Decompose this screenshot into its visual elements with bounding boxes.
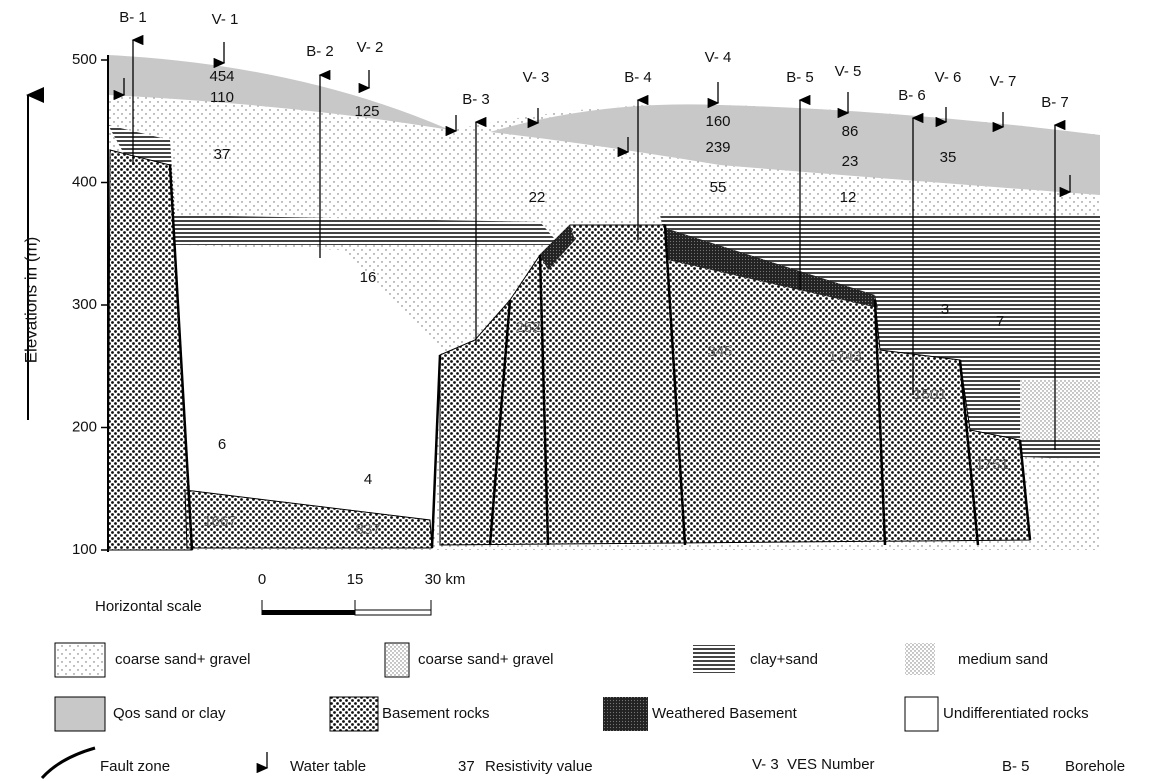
legend-label: Weathered Basement bbox=[652, 705, 798, 722]
resistivity: 1667 bbox=[203, 513, 236, 530]
legend-label: coarse sand+ gravel bbox=[115, 651, 251, 668]
scale-mark: 0 bbox=[258, 571, 266, 588]
scale-title: Horizontal scale bbox=[95, 598, 202, 615]
legend-label: Borehole bbox=[1065, 758, 1125, 775]
scale-mark: 15 bbox=[347, 571, 364, 588]
resistivity: 7 bbox=[996, 313, 1004, 330]
axis-label: Elevations in (m) bbox=[21, 237, 40, 364]
legend-label: Water table bbox=[290, 758, 366, 775]
borehole-label: B- 7 bbox=[1041, 94, 1069, 111]
resistivity: 837 bbox=[355, 521, 380, 538]
scale-bar: Horizontal scale 0 15 30 km bbox=[95, 571, 465, 615]
ves-label: V- 2 bbox=[357, 39, 384, 56]
resistivity: 12 bbox=[840, 189, 857, 206]
borehole-label: B- 2 bbox=[306, 43, 334, 60]
ves-label: V- 5 bbox=[835, 63, 862, 80]
ves-label: V- 1 bbox=[212, 11, 239, 28]
resistivity: 4 bbox=[364, 471, 372, 488]
resistivity: 239 bbox=[705, 139, 730, 156]
legend-label: Resistivity value bbox=[485, 758, 593, 775]
legend-label: coarse sand+ gravel bbox=[418, 651, 554, 668]
resistivity: 110 bbox=[210, 89, 234, 106]
medium-sand bbox=[1020, 380, 1100, 440]
resistivity: 345 bbox=[707, 343, 732, 360]
legend-label: Undifferentiated rocks bbox=[943, 705, 1089, 722]
ves-label: V- 4 bbox=[705, 49, 732, 66]
resistivity: 125 bbox=[354, 103, 379, 120]
legend-label: B- 5 bbox=[1002, 758, 1030, 775]
tick-label: 500 bbox=[72, 51, 97, 68]
resistivity: 6 bbox=[218, 436, 226, 453]
legend-label: Qos sand or clay bbox=[113, 705, 226, 722]
tick-label: 300 bbox=[72, 296, 97, 313]
tick-label: 100 bbox=[72, 541, 97, 558]
borehole-label: B- 6 bbox=[898, 87, 926, 104]
tick-label: 400 bbox=[72, 173, 97, 190]
resistivity: 16 bbox=[360, 269, 377, 286]
resistivity: 22 bbox=[529, 189, 546, 206]
legend-label: VES Number bbox=[787, 756, 875, 773]
resistivity: 1751 bbox=[975, 456, 1008, 473]
resistivity: 454 bbox=[209, 68, 234, 85]
legend-label: V- 3 bbox=[752, 756, 779, 773]
legend-label: Fault zone bbox=[100, 758, 170, 775]
resistivity: 35 bbox=[940, 149, 957, 166]
tick-label: 200 bbox=[72, 418, 97, 435]
legend: coarse sand+ gravel coarse sand+ gravel … bbox=[42, 643, 1125, 778]
resistivity: 160 bbox=[705, 113, 730, 130]
legend-label: clay+sand bbox=[750, 651, 818, 668]
section bbox=[108, 40, 1100, 550]
ves-label: V- 7 bbox=[990, 73, 1017, 90]
borehole-label: B- 5 bbox=[786, 69, 814, 86]
ves-label: V- 6 bbox=[935, 69, 962, 86]
borehole-label: B- 4 bbox=[624, 69, 652, 86]
borehole-label: B- 1 bbox=[119, 9, 147, 26]
scale-mark: 30 km bbox=[425, 571, 466, 588]
legend-label: medium sand bbox=[958, 651, 1048, 668]
resistivity: 3 bbox=[941, 301, 949, 318]
borehole-label: B- 3 bbox=[462, 91, 490, 108]
legend-label: 37 bbox=[458, 758, 475, 775]
y-axis: Elevations in (m) 100 200 300 400 500 bbox=[21, 51, 108, 558]
resistivity: 252 bbox=[515, 319, 540, 336]
legend-label: Basement rocks bbox=[382, 705, 490, 722]
ves-label: V- 3 bbox=[523, 69, 550, 86]
resistivity: 23 bbox=[842, 153, 859, 170]
resistivity: 55 bbox=[710, 179, 727, 196]
resistivity: 1501 bbox=[913, 386, 946, 403]
resistivity: 1743 bbox=[828, 348, 861, 365]
resistivity: 86 bbox=[842, 123, 859, 140]
resistivity: 37 bbox=[214, 146, 231, 163]
cross-section: Elevations in (m) 100 200 300 400 500 B- 1 B… bbox=[0, 0, 1158, 781]
